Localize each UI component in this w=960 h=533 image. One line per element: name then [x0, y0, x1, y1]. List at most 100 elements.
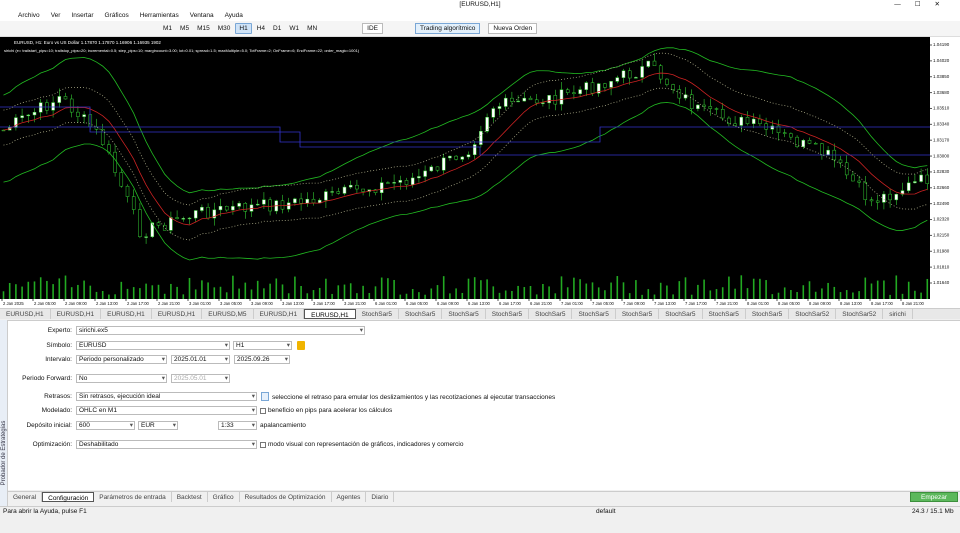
timeframe-button[interactable]: M1 [163, 25, 173, 32]
candle-body [69, 98, 74, 113]
time-label: 6 Jan 13:00 [468, 301, 491, 306]
chart-tab[interactable]: StochSar5 [529, 309, 573, 319]
chart-tab[interactable]: StochSar52 [836, 309, 884, 319]
candle-body [789, 133, 793, 138]
delays-hint: seleccione el retraso para emular los de… [272, 394, 556, 401]
optimization-select[interactable]: Deshabilitado [76, 440, 257, 449]
interval-select[interactable]: Periodo personalizado [76, 355, 167, 364]
deposit-input[interactable]: 600 [76, 421, 135, 430]
candle-body [764, 123, 768, 130]
tester-tab[interactable]: Parámetros de entrada [94, 492, 172, 502]
tester-tab[interactable]: Resultados de Optimización [240, 492, 332, 502]
time-label: 3 Jan 05:00 [220, 301, 243, 306]
modeling-select[interactable]: OHLC en M1 [76, 406, 257, 415]
chart-tab[interactable]: StochSar5 [616, 309, 660, 319]
start-button[interactable]: Empezar [910, 492, 958, 502]
candle-body [888, 193, 892, 201]
candle-body [553, 95, 558, 105]
chart-tab[interactable]: StochSar5 [746, 309, 790, 319]
candle-body [131, 196, 136, 210]
order-button[interactable]: Nueva Orden [488, 23, 538, 34]
chart-tab[interactable]: sirichi [883, 309, 913, 319]
time-label: 2 Jan 05:00 [34, 301, 57, 306]
symbol-icon[interactable] [297, 341, 305, 350]
candle-body [534, 99, 539, 104]
chart-tab[interactable]: StochSar5 [486, 309, 530, 319]
tester-tab[interactable]: Backtest [172, 492, 208, 502]
timeframe-button[interactable]: M5 [180, 25, 190, 32]
tester-tab[interactable]: General [8, 492, 43, 502]
candle-body [696, 104, 700, 109]
candle-body [138, 209, 142, 237]
price-label: 1.01640 [933, 280, 950, 285]
candle-body [206, 206, 210, 219]
date-to[interactable]: 2025.09.26 [234, 355, 290, 364]
price-label: 1.03680 [933, 90, 950, 95]
candle-body [733, 123, 737, 126]
forward-select[interactable]: No [76, 374, 167, 383]
chart-tab[interactable]: EURUSD,H1 [254, 309, 305, 319]
chart-tab[interactable]: EURUSD,H1 [51, 309, 102, 319]
checkbox[interactable] [260, 408, 266, 414]
candle-body [795, 136, 799, 148]
time-label: 7 Jan 21:00 [716, 301, 739, 306]
tester-tab[interactable]: Diario [366, 492, 395, 502]
menu-item[interactable]: Ventana [189, 12, 214, 19]
chart-tab[interactable]: EURUSD,H1 [101, 309, 152, 319]
timeframe-button[interactable]: MN [307, 25, 318, 32]
menu-item[interactable]: Gráficos [104, 12, 129, 19]
timeframe-button[interactable]: D1 [273, 25, 282, 32]
timeframe-select[interactable]: H1 [233, 341, 292, 350]
candle-body [255, 203, 260, 206]
candle-body [652, 60, 657, 67]
expert-select[interactable]: sirichi.ex5 [76, 326, 365, 335]
leverage-select[interactable]: 1:33 [218, 421, 257, 430]
chart-tab[interactable]: StochSar5 [659, 309, 703, 319]
candle-body [826, 149, 830, 156]
menu-item[interactable]: Ayuda [224, 12, 243, 19]
date-from[interactable]: 2025.01.01 [171, 355, 230, 364]
chart-tab[interactable]: EURUSD,M5 [202, 309, 254, 319]
delays-icon[interactable] [261, 392, 269, 401]
candle-body [913, 181, 917, 184]
menu-item[interactable]: Insertar [71, 12, 94, 19]
candle-body [38, 102, 43, 113]
symbol-select[interactable]: EURUSD [76, 341, 230, 350]
timeframe-button[interactable]: H1 [235, 23, 252, 34]
leverage-label: apalancamiento [260, 422, 306, 429]
menu-item[interactable]: Ver [50, 12, 61, 19]
timeframe-button[interactable]: M15 [197, 25, 210, 32]
chart-tab[interactable]: EURUSD,H1 [152, 309, 203, 319]
chart-tab[interactable]: StochSar5 [703, 309, 746, 319]
candle-body [541, 102, 545, 104]
candle-body [237, 203, 241, 207]
chart-tab[interactable]: StochSar52 [789, 309, 837, 319]
tester-tab[interactable]: Gráfico [208, 492, 240, 502]
candle-body [113, 151, 117, 173]
chart-tab[interactable]: EURUSD,H1 [304, 309, 356, 319]
candle-body [305, 198, 310, 204]
status-help: Para abrir la Ayuda, pulse F1 [3, 508, 87, 515]
menu-item[interactable]: Archivo [18, 12, 40, 19]
delays-select[interactable]: Sin retrasos, ejecución ideal [76, 392, 257, 401]
candle-body [671, 84, 675, 90]
chart-tab[interactable]: EURUSD,H1 [0, 309, 51, 319]
chart-tab[interactable]: StochSar5 [356, 309, 400, 319]
chart-tab[interactable]: StochSar5 [572, 309, 616, 319]
time-label: 7 Jan 17:00 [685, 301, 708, 306]
timeframe-button[interactable]: H4 [256, 25, 265, 32]
window-controls[interactable]: —☐✕ [894, 1, 954, 8]
level-line [0, 126, 930, 143]
algo-button[interactable]: Trading algorítmico [415, 23, 481, 34]
tester-tab[interactable]: Agentes [332, 492, 367, 502]
chart-tab[interactable]: StochSar5 [399, 309, 443, 319]
moving-average [3, 72, 928, 226]
timeframe-button[interactable]: W1 [289, 25, 300, 32]
menu-item[interactable]: Herramientas [139, 12, 179, 19]
tester-tab[interactable]: Configuración [42, 492, 95, 502]
ide-button[interactable]: IDE [362, 23, 384, 34]
checkbox[interactable] [260, 442, 266, 448]
chart-tab[interactable]: StochSar5 [442, 309, 486, 319]
timeframe-button[interactable]: M30 [217, 25, 231, 32]
currency-select[interactable]: EUR [138, 421, 178, 430]
